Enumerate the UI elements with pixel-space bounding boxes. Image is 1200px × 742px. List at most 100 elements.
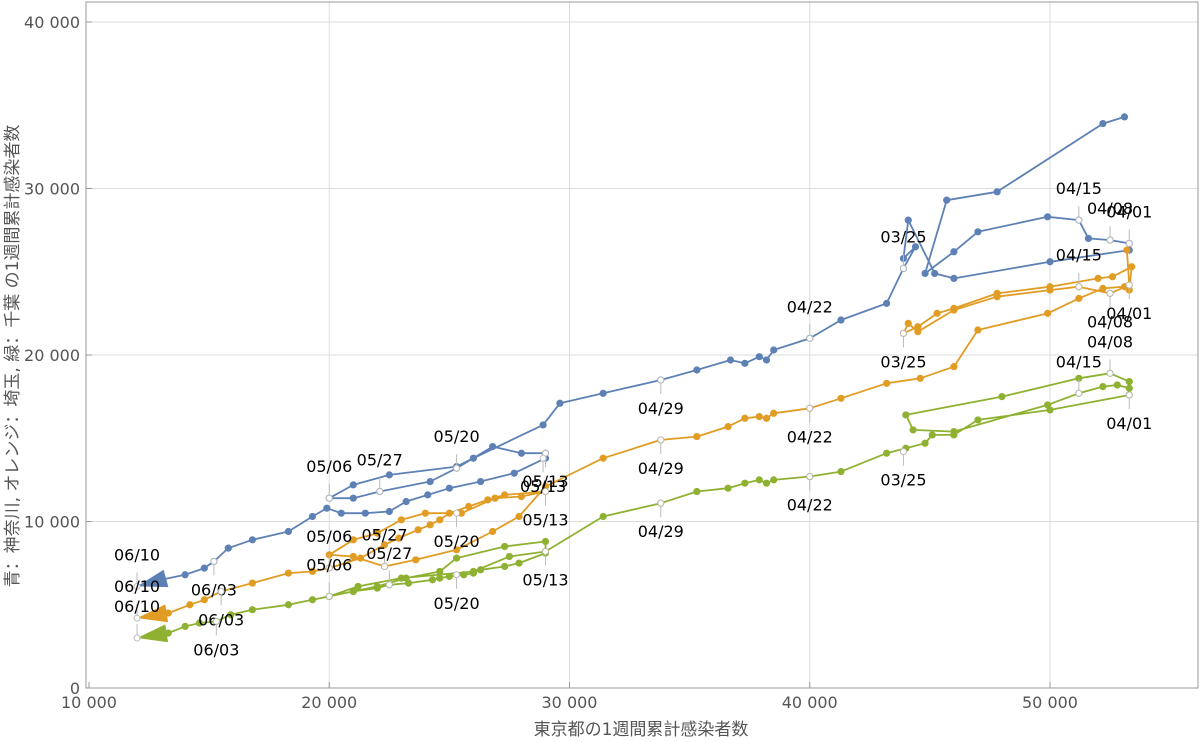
date-point-marker [1075,216,1083,224]
data-point [452,554,461,562]
date-label: 05/13 [522,570,568,589]
data-point [950,363,958,371]
data-point [397,516,405,524]
y-tick-label: 20 000 [24,346,80,365]
data-point [469,567,477,576]
data-point [361,509,369,517]
data-point [373,529,381,537]
data-point [1043,401,1052,409]
data-point [921,439,929,447]
arrow-head [137,604,169,623]
date-point-marker [899,329,907,337]
date-label: 05/13 [522,472,568,491]
data-point [436,574,444,582]
data-point [460,571,468,579]
date-point-marker [385,581,393,589]
date-label: 04/29 [638,522,684,541]
data-point [993,188,1001,196]
date-label: 03/25 [880,471,926,490]
data-point [724,422,732,431]
date-point-marker [212,617,220,625]
data-point [1123,246,1131,254]
data-point [904,319,912,327]
date-label: 05/06 [306,555,352,574]
data-point [1043,213,1052,221]
data-point [883,379,891,387]
data-point [911,243,920,251]
data-point [224,544,232,552]
date-label: 04/08 [1087,332,1133,351]
data-point [974,326,982,334]
date-label: 06/03 [198,610,244,629]
data-point [974,228,982,236]
data-point [1075,374,1083,382]
date-label: 05/27 [366,544,412,563]
date-label: 04/08 [1087,199,1133,218]
data-point [501,491,509,499]
data-point [395,534,403,542]
data-point [755,353,763,361]
x-axis-title: 東京都の1週間累計感染者数 [534,720,749,740]
plot-frame [85,1,1199,689]
data-point [1113,381,1121,389]
data-point [517,449,526,457]
data-point [428,576,437,584]
date-point-marker [217,587,225,595]
data-point [755,413,763,421]
data-point [457,509,465,517]
data-point [741,479,749,487]
data-point [323,504,331,512]
data-point [489,442,497,451]
date-point-marker [541,488,549,496]
data-point [385,471,393,479]
data-point [349,536,357,544]
date-point-marker [657,436,665,444]
date-point-marker [325,564,333,572]
data-point [484,496,492,504]
date-label: 05/27 [361,525,407,544]
x-tick-label: 10 000 [61,693,117,712]
data-point [354,582,362,591]
date-label: 05/27 [357,451,403,470]
data-point [762,414,771,422]
data-point [931,269,939,278]
data-point [477,566,485,574]
date-point-marker [899,264,907,272]
date-point-marker [1075,389,1083,397]
y-tick-label: 30 000 [24,180,80,199]
data-point [195,619,204,627]
data-point [1125,384,1133,392]
data-point [950,248,958,256]
date-label: 05/06 [306,527,352,546]
data-point [308,596,317,604]
date-labels-layer: 06/10 06/03 05/27 05/20 05/13 05/06 05/13 04/29… [114,179,1152,659]
date-point-marker [899,448,907,456]
data-point [762,356,771,364]
series-line [136,116,1131,588]
data-point [883,299,891,307]
date-point-marker [657,499,665,507]
date-label: 05/13 [522,511,568,530]
data-point [541,482,550,491]
data-point [445,509,453,517]
date-label: 06/03 [193,640,239,659]
data-point [916,374,924,382]
data-point [1099,383,1107,391]
data-point [380,541,389,549]
data-point [1084,234,1093,243]
data-point [837,394,845,402]
date-label: 04/01 [1106,414,1152,433]
data-point [1094,274,1102,283]
x-tick-label: 20 000 [301,693,357,712]
data-point [248,536,256,544]
data-point [762,479,771,487]
data-point [308,512,317,521]
date-label: 05/20 [434,594,480,613]
data-point [436,516,444,524]
data-point [726,356,735,364]
series-line [136,250,1133,619]
date-point-marker [453,509,461,517]
data-point [837,467,845,476]
data-point [349,494,357,502]
